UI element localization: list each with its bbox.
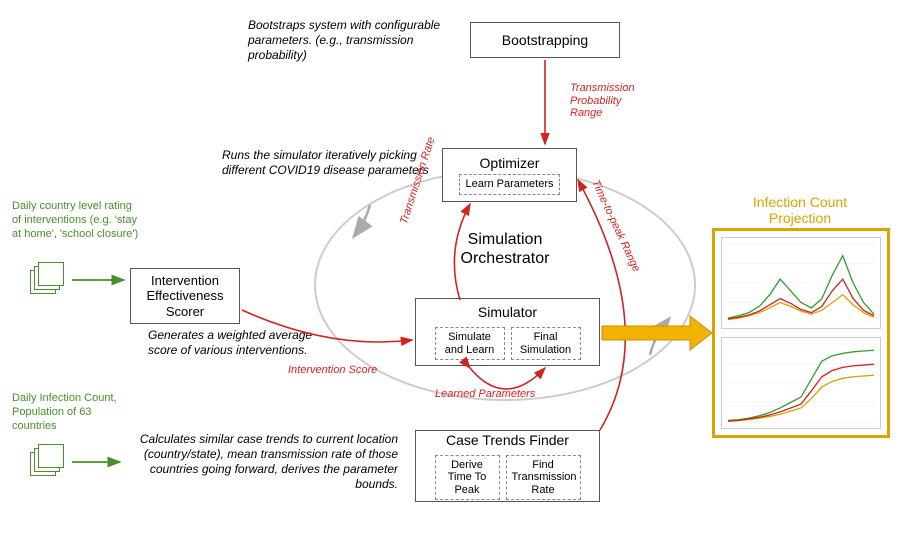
simulator-title: Simulator — [478, 304, 537, 320]
simulator-node: Simulator Simulate and Learn Final Simul… — [415, 298, 600, 366]
intervention-node: Intervention Effectiveness Scorer — [130, 268, 240, 324]
intervention-title: Intervention Effectiveness Scorer — [137, 273, 233, 320]
projection-box — [712, 228, 890, 438]
gold-arrow — [602, 316, 712, 350]
edge-label-learned: Learned Parameters — [435, 388, 535, 401]
orchestrator-label: Simulation Orchestrator — [445, 230, 565, 268]
case-trends-node: Case Trends Finder Derive Time To Peak F… — [415, 430, 600, 502]
edge-label-time-peak: Time-to-peak Range — [589, 178, 643, 274]
optimizer-annotation: Runs the simulator iteratively picking d… — [222, 148, 432, 178]
doc-stack-infection — [30, 444, 66, 476]
projection-chart-1 — [721, 237, 881, 329]
case-trends-sub-right: Find Transmission Rate — [506, 455, 581, 501]
bootstrap-annotation: Bootstraps system with configurable para… — [248, 18, 458, 63]
projection-chart-2 — [721, 337, 881, 429]
simulator-sub-right: Final Simulation — [511, 327, 581, 360]
optimizer-title: Optimizer — [480, 155, 540, 171]
simulator-sub-left: Simulate and Learn — [435, 327, 505, 360]
case-trends-sub-left: Derive Time To Peak — [435, 455, 500, 501]
projection-title: Infection Count Projection — [730, 194, 870, 226]
case-trends-title: Case Trends Finder — [446, 432, 569, 448]
optimizer-node: Optimizer Learn Parameters — [442, 148, 577, 202]
doc-stack-interventions — [30, 262, 66, 294]
bootstrap-title: Bootstrapping — [502, 32, 588, 48]
optimizer-sub: Learn Parameters — [459, 174, 559, 195]
input-infection-label: Daily Infection Count, Population of 63 … — [12, 392, 132, 433]
case-trends-annotation: Calculates similar case trends to curren… — [128, 432, 398, 492]
input-interventions-label: Daily country level rating of interventi… — [12, 200, 142, 241]
intervention-annotation: Generates a weighted average score of va… — [148, 328, 313, 358]
bootstrap-node: Bootstrapping — [470, 22, 620, 58]
edge-label-interv-score: Intervention Score — [288, 364, 377, 377]
edge-label-trans-prob: Transmission Probability Range — [570, 82, 650, 120]
